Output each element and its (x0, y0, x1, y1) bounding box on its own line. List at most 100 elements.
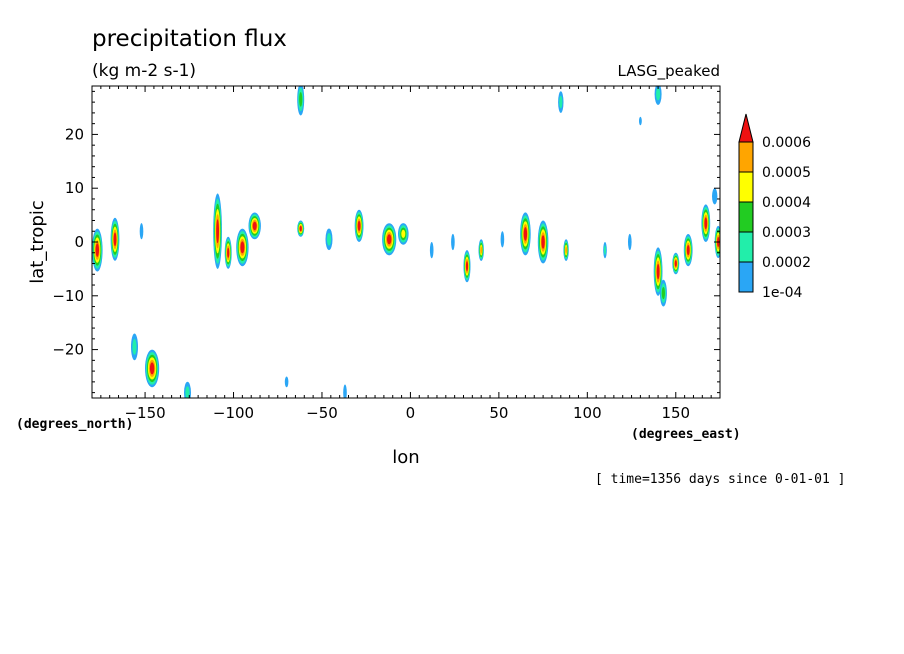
precip-cell (248, 212, 261, 240)
contour-level-1 (712, 188, 718, 205)
precip-cell (429, 242, 434, 259)
precip-cell (478, 239, 484, 261)
contour-level-1 (343, 384, 347, 398)
x-units-label: (degrees_east) (631, 427, 741, 442)
precip-cell (145, 349, 160, 388)
precip-cell (325, 228, 333, 251)
precip-cell (563, 239, 569, 261)
contour-level-6 (95, 243, 100, 257)
legend-swatch (738, 201, 754, 233)
contour-level-2 (185, 386, 190, 398)
contour-level-6 (113, 232, 117, 247)
contour-level-6 (541, 235, 545, 249)
legend-label: 1e-04 (762, 285, 802, 301)
contour-level-6 (240, 241, 245, 254)
precip-cell (639, 116, 642, 126)
contour-level-3 (661, 287, 666, 300)
precip-cell (520, 212, 531, 256)
x-tick-label: −100 (213, 404, 254, 422)
precip-cell (683, 234, 693, 267)
precip-cell (139, 223, 144, 240)
precip-cell (297, 86, 305, 116)
precip-cell (712, 188, 718, 205)
precip-cell (701, 204, 711, 242)
contour-level-6 (299, 226, 302, 232)
legend-swatch (738, 171, 754, 203)
precip-cell (628, 233, 632, 251)
precip-cell (236, 228, 249, 267)
precip-cell (354, 209, 364, 242)
chart-title: precipitation flux (92, 26, 287, 52)
contour-level-1 (451, 233, 455, 251)
x-tick-label: −50 (306, 404, 338, 422)
precip-cell (558, 91, 564, 113)
legend-label: 0.0002 (762, 255, 811, 271)
y-tick-label: 0 (74, 233, 84, 251)
x-axis-label: lon (392, 447, 419, 468)
units-label: (kg m-2 s-1) (92, 61, 196, 81)
legend-swatch (738, 141, 754, 173)
precip-cell (500, 231, 505, 248)
y-tick-label: −10 (52, 287, 84, 305)
legend-label: 0.0006 (762, 135, 811, 151)
contour-level-6 (357, 220, 361, 231)
x-tick-label: 50 (489, 404, 508, 422)
y-units-label: (degrees_north) (16, 417, 133, 432)
y-axis-label: lat_tropic (27, 200, 48, 284)
precip-cell (654, 86, 662, 105)
contour-level-6 (227, 247, 230, 258)
contour-level-6 (523, 227, 528, 241)
model-label: LASG_peaked (618, 62, 720, 81)
color-legend: 1e-04 0.0002 0.0003 0.0004 0.0005 0.0006 (738, 113, 811, 301)
precip-cell (382, 223, 397, 256)
contour-level-5 (565, 246, 567, 254)
contour-level-6 (252, 221, 257, 231)
precip-cell (343, 384, 347, 398)
contour-level-6 (149, 362, 155, 375)
precip-cell (672, 252, 680, 275)
contour-level-5 (480, 246, 483, 254)
x-tick-label: 100 (573, 404, 602, 422)
precip-cell (213, 193, 223, 269)
contour-level-6 (656, 263, 660, 280)
precip-cell (92, 228, 103, 272)
precip-cell (463, 250, 471, 283)
precip-cell (297, 220, 305, 237)
precip-cell (537, 220, 549, 264)
legend-swatch (738, 231, 754, 263)
precip-cell (131, 333, 138, 361)
contour-level-2 (326, 233, 332, 246)
contour-level-6 (216, 219, 220, 244)
x-tick-label: 0 (406, 404, 416, 422)
contour-level-1 (628, 233, 632, 251)
legend-label: 0.0004 (762, 195, 811, 211)
legend-swatch (738, 261, 754, 293)
y-tick-label: −20 (52, 341, 84, 359)
contour-level-2 (604, 245, 606, 255)
contour-level-2 (656, 87, 661, 101)
contour-level-6 (387, 234, 392, 245)
precip-cell (184, 381, 191, 398)
contour-level-1 (500, 231, 505, 248)
precip-cell (398, 223, 409, 245)
contour-level-2 (132, 339, 137, 355)
legend-arrow (738, 113, 754, 143)
x-tick-label: −150 (124, 404, 165, 422)
contour-level-1 (639, 116, 642, 126)
contour-level-6 (465, 261, 469, 272)
y-tick-label: 20 (65, 125, 84, 143)
x-tick-label: 150 (661, 404, 690, 422)
contour-level-1 (284, 376, 289, 388)
precip-cell (110, 217, 120, 261)
contour-level-6 (674, 260, 677, 267)
contour-level-1 (139, 223, 144, 240)
precip-cell (653, 247, 663, 296)
y-tick-label: 10 (65, 179, 84, 197)
contour-level-6 (704, 217, 708, 230)
contour-level-3 (299, 92, 303, 107)
legend-label: 0.0003 (762, 225, 811, 241)
precip-cell (451, 233, 455, 251)
precip-cell (284, 376, 289, 388)
contour-level-2 (559, 95, 563, 109)
